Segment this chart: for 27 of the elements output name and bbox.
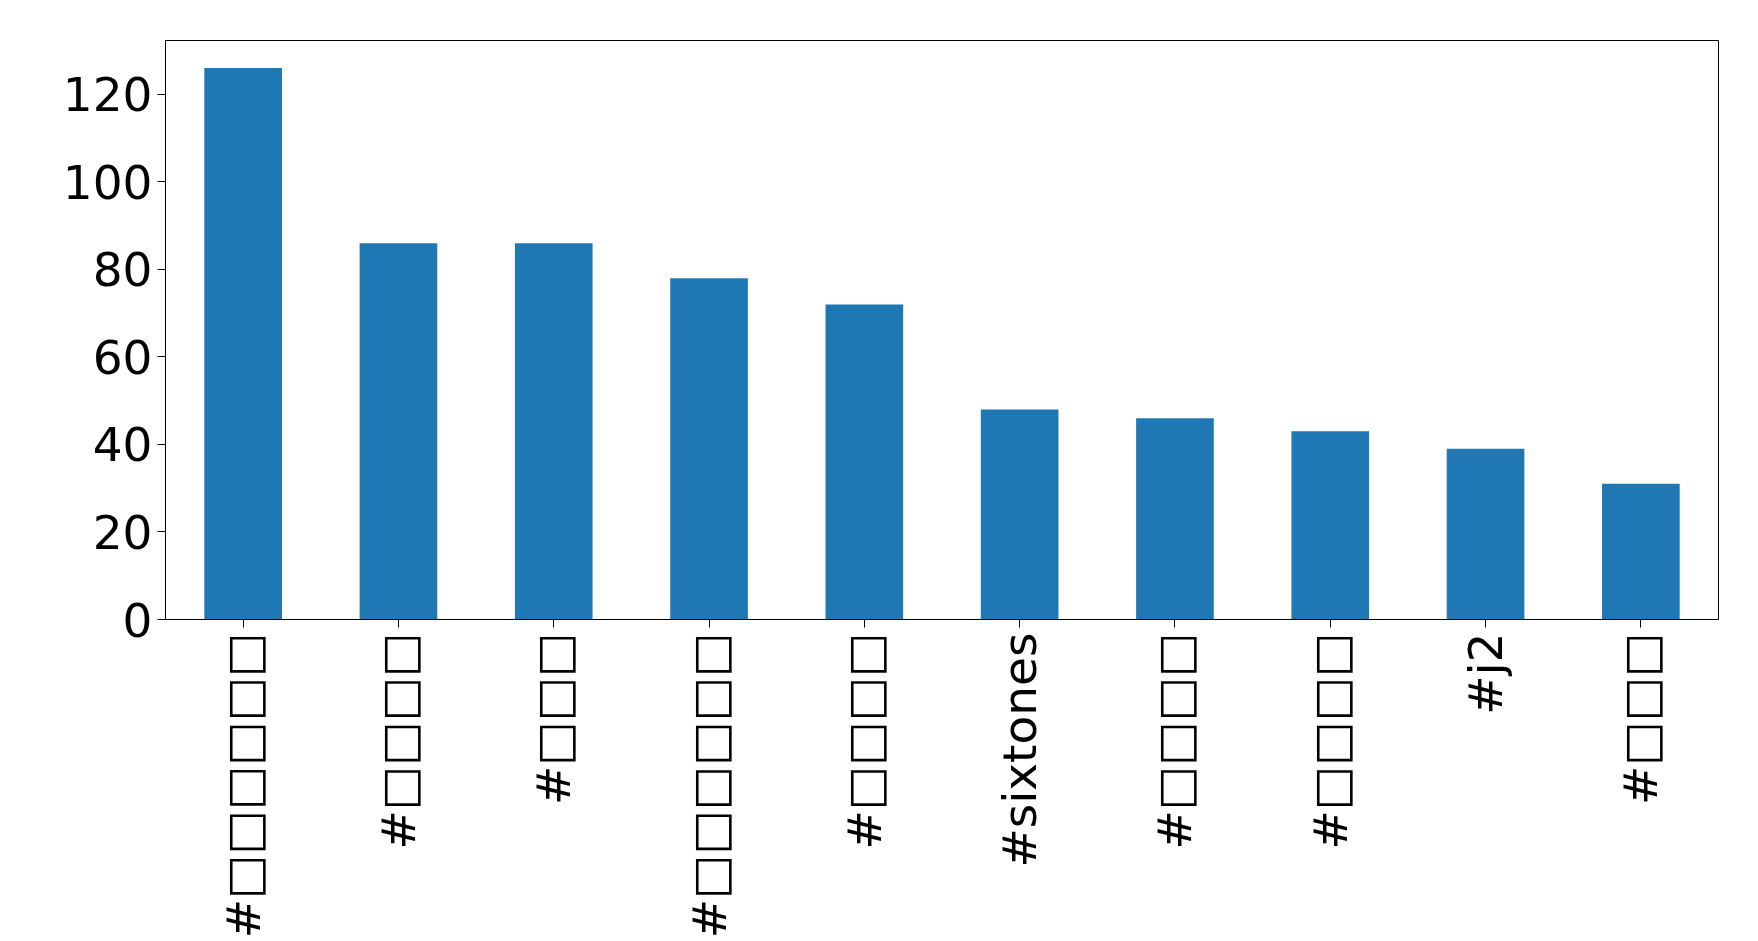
x-tick-label: #□□□ <box>526 632 582 806</box>
bar <box>1291 431 1370 620</box>
x-tick-label: #sixtones <box>992 632 1048 868</box>
y-tick-label: 60 <box>92 329 153 385</box>
y-tick-label: 100 <box>62 154 153 210</box>
x-tick-label: #□□□□ <box>370 632 426 850</box>
bar <box>1602 483 1680 620</box>
y-tick-label: 0 <box>122 592 153 648</box>
x-tick-label: #j2 <box>1458 632 1514 715</box>
bar <box>359 243 438 620</box>
x-tick-label: #□□□□□□ <box>215 632 271 939</box>
bar <box>514 243 593 620</box>
x-tick-label: #□□□□ <box>836 632 892 850</box>
bar <box>825 304 904 620</box>
x-tick-label: #□□□ <box>1613 632 1669 806</box>
bar <box>670 278 748 620</box>
y-tick-label: 120 <box>62 67 153 123</box>
x-tick-label: #□□□□ <box>1302 632 1358 850</box>
bar <box>1136 418 1214 620</box>
bar <box>1446 448 1525 620</box>
x-tick-label: #□□□□□□ <box>681 632 737 939</box>
x-tick-label: #□□□□ <box>1147 632 1203 850</box>
bar <box>980 409 1059 620</box>
bar <box>204 68 282 620</box>
y-tick-label: 40 <box>92 417 153 473</box>
y-tick-label: 20 <box>92 504 153 560</box>
y-tick-label: 80 <box>92 242 153 298</box>
